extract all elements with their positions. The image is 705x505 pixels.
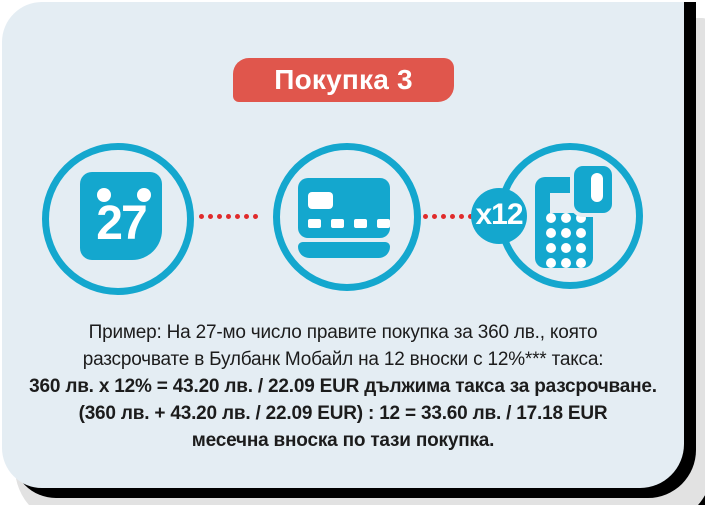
connector-dot [253, 214, 258, 219]
keypad-dot [576, 213, 586, 223]
credit-card-circle [273, 143, 421, 291]
credit-card-body [298, 178, 390, 238]
description-line: месечна вноска по тази покупка. [191, 430, 495, 451]
example-description: Пример: На 27-мо число правите покупка з… [0, 319, 686, 454]
connector-dot [450, 214, 455, 219]
connector-dot [244, 214, 249, 219]
connector-dot [423, 214, 428, 219]
calendar-icon: 27 [80, 172, 162, 260]
keypad-dot [576, 243, 586, 253]
card-dash-icon [377, 219, 390, 228]
purchase-title-badge: Покупка 3 [233, 58, 454, 102]
connector-dot [459, 214, 464, 219]
card-dash-icon [331, 219, 344, 228]
description-line: разсрочвате в Булбанк Мобайл на 12 вноск… [82, 349, 604, 370]
description-line: (360 лв. + 43.20 лв. / 22.09 EUR) : 12 =… [78, 403, 608, 424]
card-dash-icon [354, 219, 367, 228]
connector-dot [217, 214, 222, 219]
keypad-dot [546, 258, 556, 268]
keypad-dot [546, 213, 556, 223]
calendar-hole-icon [97, 188, 111, 202]
keypad-dot [561, 243, 571, 253]
keypad-dot [576, 258, 586, 268]
calendar-day-number: 27 [96, 197, 147, 250]
keypad-dot [561, 213, 571, 223]
keypad-dot [576, 228, 586, 238]
connector-dot [208, 214, 213, 219]
connector-dot [199, 214, 204, 219]
connector-dot [468, 214, 473, 219]
calendar-hole-icon [137, 188, 151, 202]
installments-badge: x12 [471, 188, 527, 244]
connector-dot [441, 214, 446, 219]
connector-dot [235, 214, 240, 219]
keypad-dot [561, 258, 571, 268]
card-dash-icon [308, 219, 321, 228]
keypad-dot [546, 243, 556, 253]
connector-dot [432, 214, 437, 219]
description-line: Пример: На 27-мо число правите покупка з… [88, 322, 598, 343]
calendar-circle [42, 143, 194, 295]
card-chip-icon [308, 192, 333, 209]
inserted-card-stripe [591, 173, 603, 202]
keypad-dot [561, 228, 571, 238]
connector-dot [226, 214, 231, 219]
inserted-card-icon [574, 166, 612, 213]
keypad-dot [546, 228, 556, 238]
credit-card-under-layer [298, 242, 390, 258]
description-line: 360 лв. х 12% = 43.20 лв. / 22.09 EUR дъ… [29, 376, 657, 397]
